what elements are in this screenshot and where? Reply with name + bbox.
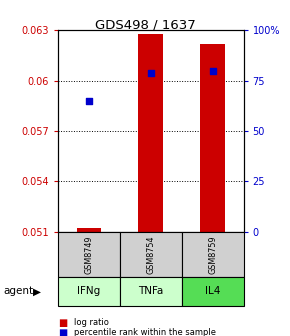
Bar <box>77 228 101 232</box>
Text: GSM8749: GSM8749 <box>84 235 93 274</box>
Text: ■: ■ <box>58 328 67 336</box>
Text: ▶: ▶ <box>33 287 41 296</box>
Text: log ratio: log ratio <box>74 318 109 327</box>
Point <box>87 98 91 103</box>
Bar <box>200 44 225 232</box>
Text: percentile rank within the sample: percentile rank within the sample <box>74 328 216 336</box>
Text: TNFa: TNFa <box>138 287 164 296</box>
Text: IL4: IL4 <box>205 287 220 296</box>
Text: ■: ■ <box>58 318 67 328</box>
Point <box>210 68 215 73</box>
Text: agent: agent <box>3 287 33 296</box>
Text: GDS498 / 1637: GDS498 / 1637 <box>95 18 195 32</box>
Bar <box>138 34 163 232</box>
Point <box>148 70 153 75</box>
Text: GSM8754: GSM8754 <box>146 235 155 274</box>
Text: IFNg: IFNg <box>77 287 101 296</box>
Text: GSM8759: GSM8759 <box>208 235 217 274</box>
